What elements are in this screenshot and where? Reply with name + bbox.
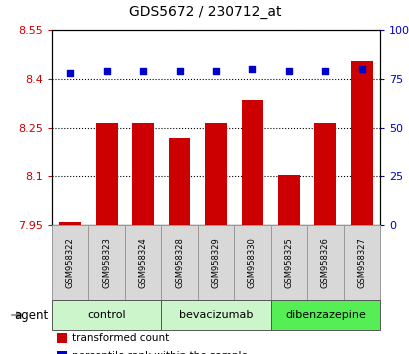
Bar — [132, 122, 154, 225]
Text: GDS5672 / 230712_at: GDS5672 / 230712_at — [128, 5, 281, 19]
Bar — [197, 225, 234, 300]
Text: GSM958325: GSM958325 — [284, 237, 293, 288]
Bar — [59, 222, 81, 225]
Point — [321, 68, 328, 74]
Point — [139, 68, 146, 74]
Bar — [306, 225, 343, 300]
Text: GSM958328: GSM958328 — [175, 237, 184, 288]
Bar — [95, 122, 117, 225]
Bar — [88, 225, 125, 300]
Text: dibenzazepine: dibenzazepine — [284, 310, 365, 320]
Bar — [204, 122, 226, 225]
Point — [357, 66, 364, 72]
Bar — [314, 122, 335, 225]
Bar — [52, 225, 88, 300]
Text: control: control — [87, 310, 126, 320]
Bar — [161, 225, 197, 300]
Point — [176, 68, 182, 74]
Point — [285, 68, 292, 74]
Bar — [168, 138, 190, 225]
Point — [103, 68, 110, 74]
Bar — [52, 300, 161, 330]
Text: agent: agent — [15, 308, 49, 321]
Text: GSM958326: GSM958326 — [320, 237, 329, 288]
Text: GSM958330: GSM958330 — [247, 237, 256, 288]
Point — [212, 68, 219, 74]
Text: transformed count: transformed count — [72, 333, 169, 343]
Text: GSM958324: GSM958324 — [138, 237, 147, 288]
Bar — [125, 225, 161, 300]
Text: bevacizumab: bevacizumab — [178, 310, 253, 320]
Bar — [270, 300, 379, 330]
Bar — [161, 300, 270, 330]
Point — [249, 66, 255, 72]
Text: percentile rank within the sample: percentile rank within the sample — [72, 351, 247, 354]
Text: GSM958329: GSM958329 — [211, 237, 220, 288]
Bar — [343, 225, 379, 300]
Bar — [277, 175, 299, 225]
Text: GSM958323: GSM958323 — [102, 237, 111, 288]
Bar — [350, 61, 372, 225]
Text: GSM958327: GSM958327 — [356, 237, 365, 288]
Bar — [270, 225, 306, 300]
Bar — [241, 100, 263, 225]
Point — [67, 70, 73, 76]
Text: GSM958322: GSM958322 — [65, 237, 74, 288]
Bar — [234, 225, 270, 300]
